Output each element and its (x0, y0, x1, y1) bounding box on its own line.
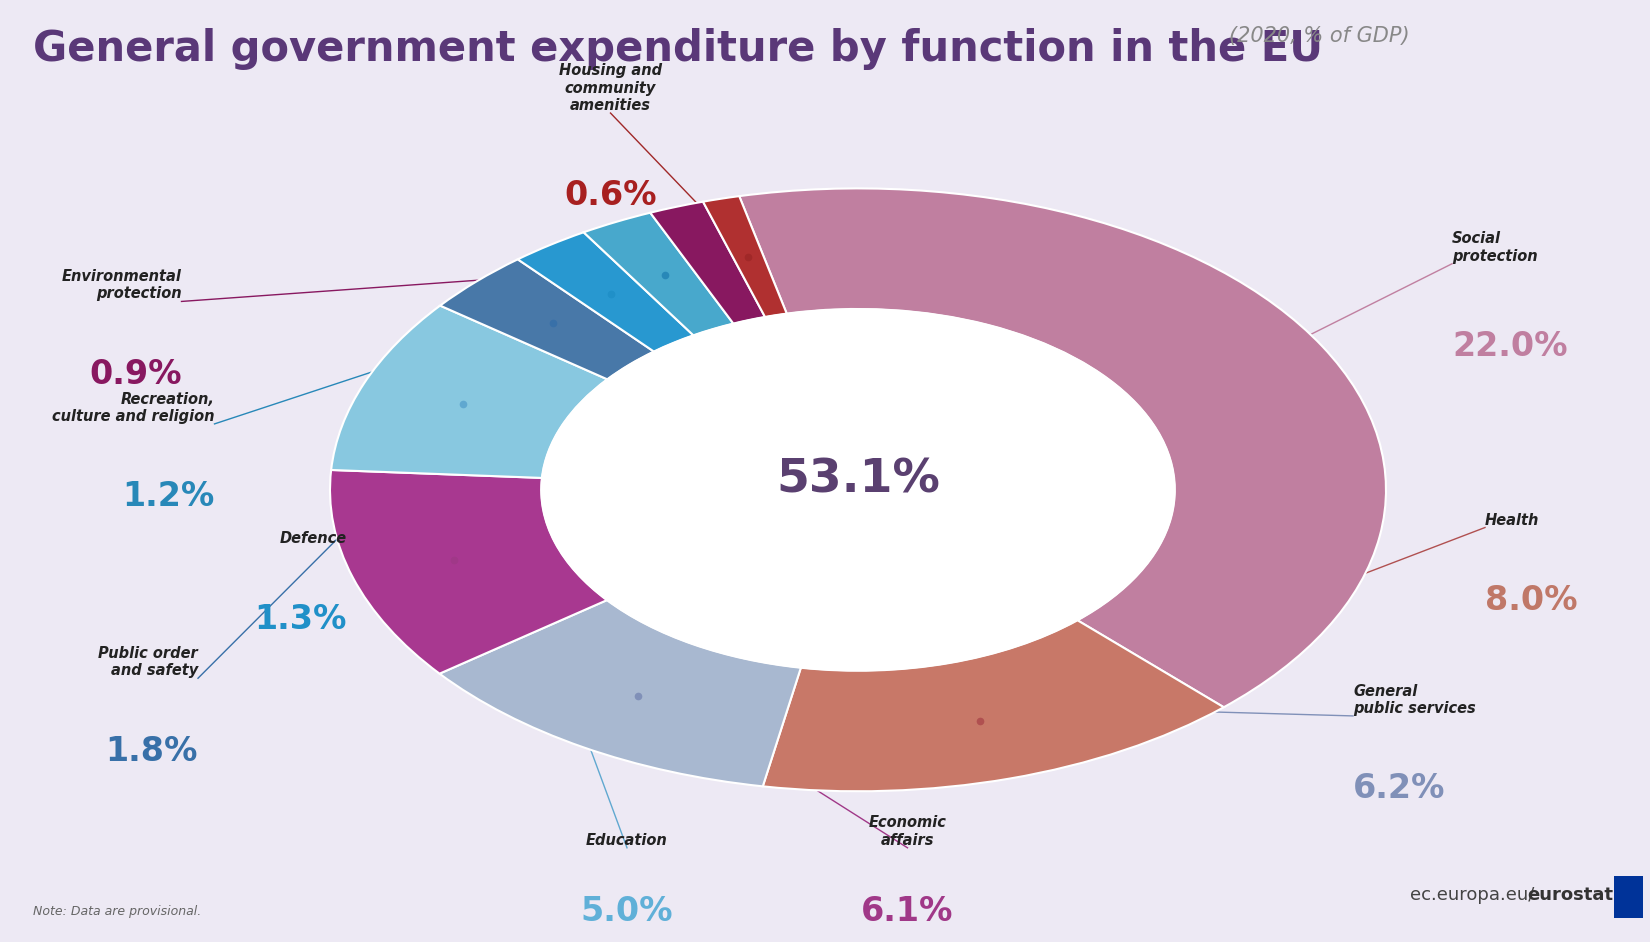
FancyBboxPatch shape (1614, 876, 1643, 918)
Text: eurostat: eurostat (1528, 886, 1614, 904)
Text: 6.2%: 6.2% (1353, 772, 1445, 805)
Wedge shape (739, 188, 1386, 707)
Text: Social
protection: Social protection (1452, 232, 1538, 264)
Wedge shape (518, 233, 693, 351)
Text: General
public services: General public services (1353, 684, 1475, 716)
Text: Health: Health (1485, 512, 1539, 528)
Wedge shape (650, 202, 766, 323)
Wedge shape (584, 213, 733, 335)
Text: 53.1%: 53.1% (776, 458, 940, 503)
Wedge shape (762, 620, 1224, 791)
Text: Recreation,
culture and religion: Recreation, culture and religion (53, 392, 215, 424)
Text: 0.9%: 0.9% (89, 358, 182, 391)
Text: ec.europa.eu/: ec.europa.eu/ (1411, 886, 1534, 904)
Text: General government expenditure by function in the EU: General government expenditure by functi… (33, 28, 1323, 71)
Wedge shape (441, 259, 653, 380)
Text: Note: Data are provisional.: Note: Data are provisional. (33, 905, 201, 918)
Text: 0.6%: 0.6% (564, 179, 657, 212)
Text: 22.0%: 22.0% (1452, 330, 1568, 363)
Wedge shape (703, 196, 787, 317)
Wedge shape (439, 600, 800, 787)
Text: 1.8%: 1.8% (106, 735, 198, 768)
Wedge shape (332, 305, 607, 478)
Text: Environmental
protection: Environmental protection (61, 269, 182, 301)
Text: Public order
and safety: Public order and safety (99, 646, 198, 678)
Text: 1.3%: 1.3% (254, 603, 346, 636)
Text: Housing and
community
amenities: Housing and community amenities (559, 63, 662, 113)
Text: 6.1%: 6.1% (861, 895, 954, 928)
Circle shape (541, 309, 1175, 671)
Text: 5.0%: 5.0% (581, 895, 673, 928)
Wedge shape (330, 470, 607, 674)
Text: 8.0%: 8.0% (1485, 584, 1577, 617)
Text: (2020, % of GDP): (2020, % of GDP) (1229, 26, 1409, 46)
Text: Education: Education (586, 833, 668, 848)
Text: 1.2%: 1.2% (122, 480, 214, 513)
Text: Defence: Defence (279, 531, 346, 546)
Text: Economic
affairs: Economic affairs (868, 816, 947, 848)
